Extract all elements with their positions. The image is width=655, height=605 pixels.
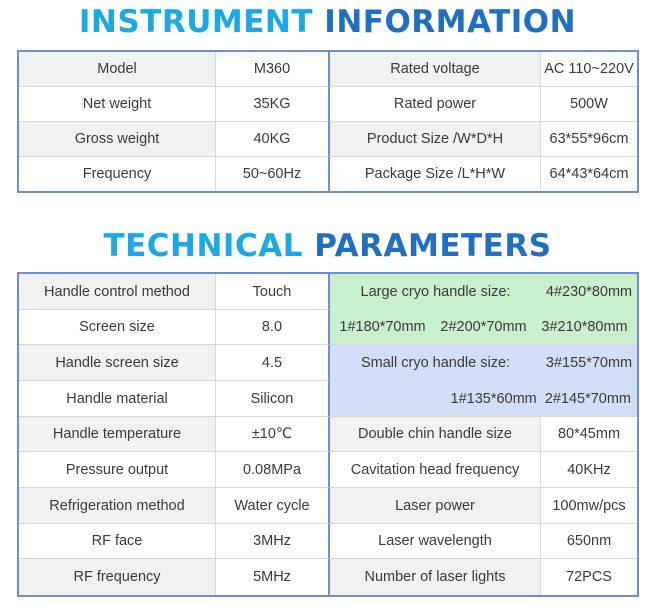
- table-cell-label: Handle control method: [19, 274, 216, 310]
- title-word-2: PARAMETERS: [314, 228, 552, 264]
- small-cryo-header-row: Small cryo handle size: 3#155*70mm: [19, 345, 637, 381]
- table-cell-value: 3MHz: [216, 524, 330, 559]
- table-cell-value: 500W: [541, 87, 637, 122]
- small-cryo-values: 1#135*60mm 2#145*70mm: [330, 381, 637, 417]
- table-cell-value: 8.0: [216, 310, 330, 345]
- instrument-information-table: Model M360 Rated voltage AC 110~220V Net…: [17, 50, 639, 193]
- large-cryo-value-2: 2#200*70mm: [440, 319, 527, 335]
- table-cell-value: Touch: [216, 274, 330, 310]
- table-row: Gross weight 40KG Product Size /W*D*H 63…: [19, 122, 637, 157]
- table-cell-label: Model: [19, 52, 216, 87]
- table-cell-label: Handle temperature: [19, 417, 216, 452]
- table-cell-value: ±10℃: [216, 417, 330, 452]
- table-cell-label: Rated power: [330, 87, 541, 122]
- table-cell-label: Screen size: [19, 310, 216, 345]
- table-cell-value: 64*43*64cm: [541, 157, 637, 191]
- table-row: Refrigeration method Water cycle Laser p…: [19, 488, 637, 524]
- table-cell-label: Handle screen size: [19, 345, 216, 381]
- table-cell-label: Frequency: [19, 157, 216, 191]
- small-cryo-value-2: 2#145*70mm: [544, 390, 631, 407]
- table-cell-value: 72PCS: [541, 559, 637, 595]
- table-cell-label: Number of laser lights: [330, 559, 541, 595]
- table-row: Handle temperature ±10℃ Double chin hand…: [19, 417, 637, 452]
- title-word-2: INFORMATION: [324, 4, 577, 40]
- large-cryo-values-row: 1#180*70mm 2#200*70mm 3#210*80mm: [19, 310, 637, 345]
- table-cell-value: 650nm: [541, 524, 637, 559]
- table-row: RF face 3MHz Laser wavelength 650nm: [19, 524, 637, 559]
- table-cell-value: M360: [216, 52, 330, 87]
- table-cell-value: 4.5: [216, 345, 330, 381]
- table-cell-value: 40KHz: [541, 452, 637, 488]
- table-cell-value: 100mw/pcs: [541, 488, 637, 524]
- table-cell-label: RF frequency: [19, 559, 216, 595]
- table-cell-value: 0.08MPa: [216, 452, 330, 488]
- large-cryo-values: 1#180*70mm 2#200*70mm 3#210*80mm: [330, 310, 637, 345]
- table-cell-label: Double chin handle size: [330, 417, 541, 452]
- table-cell-label: RF face: [19, 524, 216, 559]
- table-row: Handle control method Touch: [19, 274, 637, 310]
- table-row: Frequency 50~60Hz Package Size /L*H*W 64…: [19, 157, 637, 191]
- table-cell-value: 63*55*96cm: [541, 122, 637, 157]
- large-cryo-label: Large cryo handle size:: [330, 274, 541, 310]
- large-cryo-value-4: 4#230*80mm: [541, 274, 637, 310]
- table-cell-label: Cavitation head frequency: [330, 452, 541, 488]
- table-row: Net weight 35KG Rated power 500W: [19, 87, 637, 122]
- small-cryo-value-3: 3#155*70mm: [541, 345, 637, 381]
- table-cell-value: 80*45mm: [541, 417, 637, 452]
- table-row: Screen size 8.0: [19, 310, 637, 345]
- table-cell-value: AC 110~220V: [541, 52, 637, 87]
- table-row: Handle material Silicon: [19, 381, 637, 417]
- small-cryo-label: Small cryo handle size:: [330, 345, 541, 381]
- large-cryo-header-row: Large cryo handle size: 4#230*80mm: [19, 274, 637, 310]
- table-cell-label: Handle material: [19, 381, 216, 417]
- small-cryo-value-1: 1#135*60mm: [450, 390, 537, 407]
- table-cell-label: Rated voltage: [330, 52, 541, 87]
- technical-parameters-title: TECHNICAL PARAMETERS: [0, 228, 655, 264]
- title-word-1: TECHNICAL: [103, 228, 303, 264]
- table-cell-label: Product Size /W*D*H: [330, 122, 541, 157]
- small-cryo-values-row: 1#135*60mm 2#145*70mm: [19, 381, 637, 417]
- table-cell-label: Refrigeration method: [19, 488, 216, 524]
- large-cryo-value-3: 3#210*80mm: [541, 319, 628, 335]
- table-cell-label: Package Size /L*H*W: [330, 157, 541, 191]
- table-cell-label: Pressure output: [19, 452, 216, 488]
- large-cryo-value-1: 1#180*70mm: [339, 319, 426, 335]
- table-cell-value: 35KG: [216, 87, 330, 122]
- table-cell-label: Laser power: [330, 488, 541, 524]
- table-row: Model M360 Rated voltage AC 110~220V: [19, 52, 637, 87]
- table-cell-value: 50~60Hz: [216, 157, 330, 191]
- table-cell-value: Water cycle: [216, 488, 330, 524]
- title-word-1: INSTRUMENT: [78, 4, 313, 40]
- table-cell-label: Gross weight: [19, 122, 216, 157]
- table-cell-value: 5MHz: [216, 559, 330, 595]
- table-row: RF frequency 5MHz Number of laser lights…: [19, 559, 637, 595]
- instrument-information-title: INSTRUMENT INFORMATION: [0, 4, 655, 40]
- table-row: Pressure output 0.08MPa Cavitation head …: [19, 452, 637, 488]
- table-cell-label: Net weight: [19, 87, 216, 122]
- table-cell-label: Laser wavelength: [330, 524, 541, 559]
- table-row: Handle screen size 4.5: [19, 345, 637, 381]
- technical-parameters-table: Handle control method Touch Screen size …: [17, 272, 639, 597]
- table-cell-value: Silicon: [216, 381, 330, 417]
- table-cell-value: 40KG: [216, 122, 330, 157]
